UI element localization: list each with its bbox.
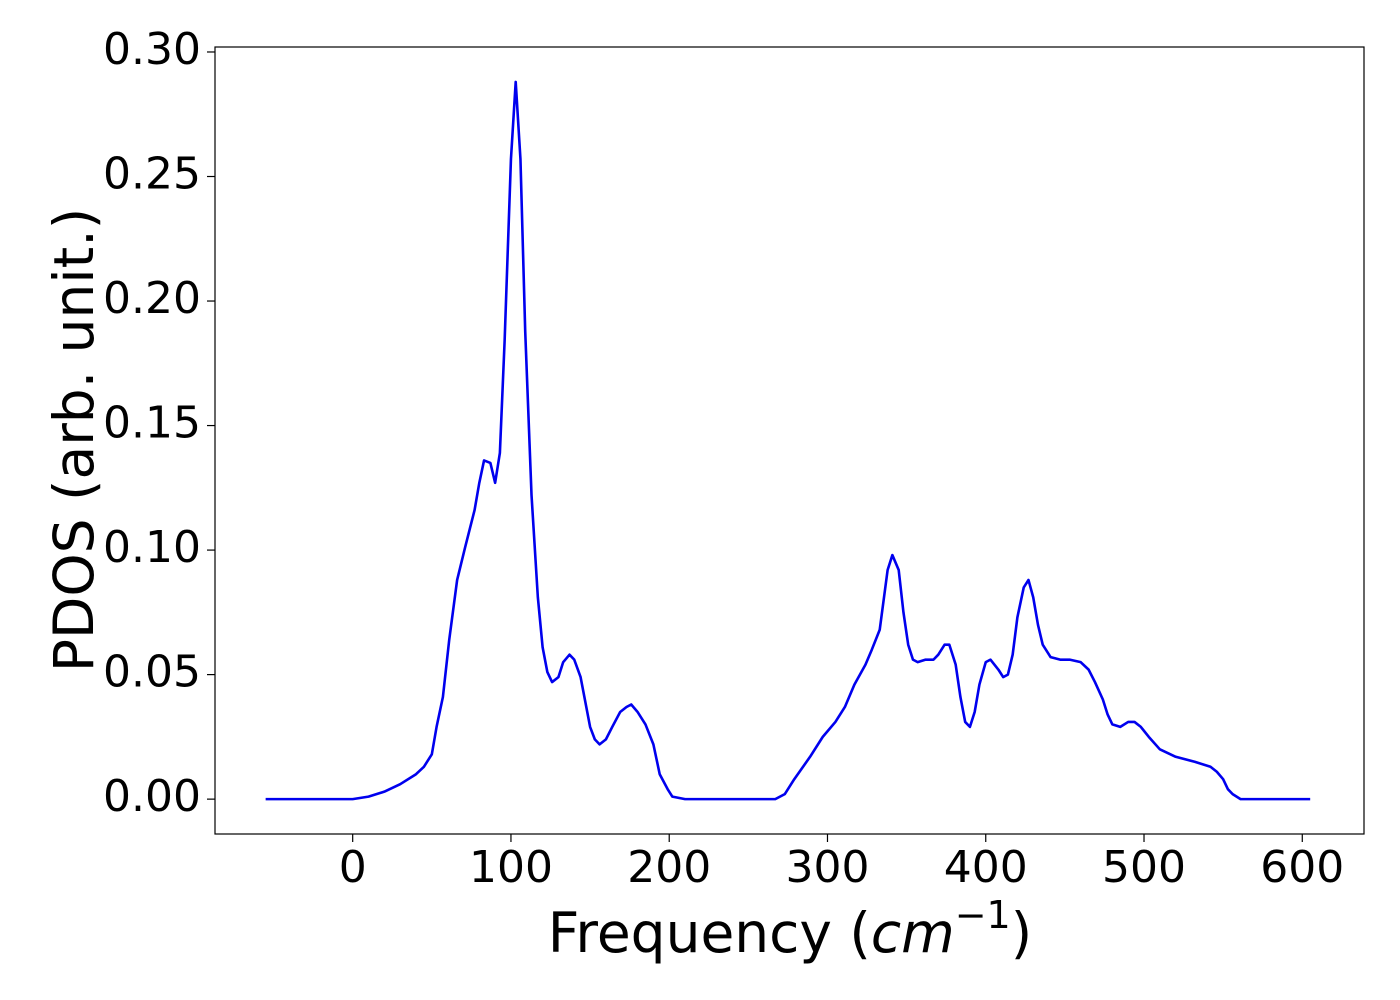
y-tick-label: 0.15 [103,398,201,449]
y-tick-label: 0.20 [103,273,201,324]
x-tick-label: 100 [469,842,553,893]
pdos-line [265,80,1311,801]
x-axis-label: Frequency (cm−1) [548,893,1032,965]
x-tick-label: 200 [627,842,711,893]
y-tick-label: 0.25 [103,149,201,200]
y-tick-label: 0.30 [103,24,201,75]
y-tick-label: 0.10 [103,522,201,573]
x-tick-label: 0 [339,842,367,893]
plot-frame [214,46,1365,835]
x-tick-label: 600 [1260,842,1344,893]
x-label-unit: cm [871,901,955,965]
x-tick-label: 500 [1102,842,1186,893]
x-tick-label: 400 [944,842,1028,893]
y-tick-label: 0.00 [103,771,201,822]
x-tick-label: 300 [785,842,869,893]
x-label-close: ) [1011,901,1032,965]
y-tick-label: 0.05 [103,647,201,698]
x-label-exponent: −1 [955,893,1011,937]
y-axis-label: PDOS (arb. unit.) [42,208,106,672]
x-label-text: Frequency ( [548,901,871,965]
